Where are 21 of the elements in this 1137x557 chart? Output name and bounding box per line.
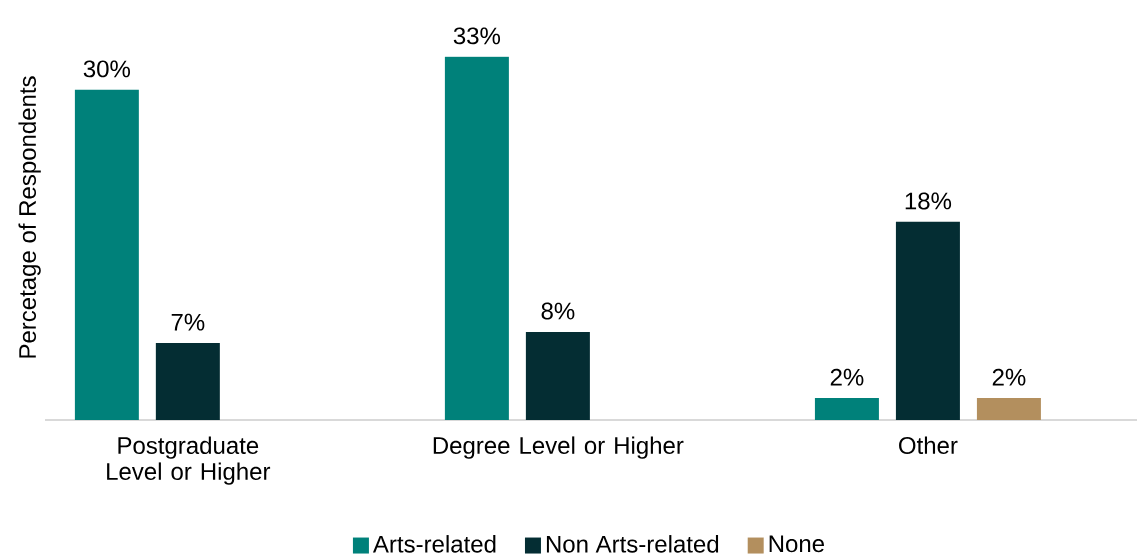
data-label: 30% <box>83 60 130 78</box>
legend-label: Arts-related <box>372 535 496 553</box>
legend-label: Non Arts-related <box>546 535 719 553</box>
y-axis-title: Percetage of Respondents <box>18 76 41 358</box>
data-label: 7% <box>171 313 205 331</box>
data-label: 33% <box>453 27 501 45</box>
bar <box>444 56 509 420</box>
bar <box>895 221 960 420</box>
legend-label: None <box>769 535 824 553</box>
bar <box>976 397 1041 420</box>
data-label: 2% <box>992 368 1026 386</box>
bar <box>74 89 139 420</box>
data-label: 2% <box>830 368 864 386</box>
x-tick-label: Postgraduate Level or Higher <box>107 436 271 485</box>
data-label: 8% <box>541 302 575 320</box>
bar <box>525 331 590 420</box>
x-tick-label: Degree Level or Higher <box>433 436 684 459</box>
bar <box>814 397 879 420</box>
bar <box>155 342 220 420</box>
x-tick-label: Other <box>899 436 958 454</box>
data-label: 18% <box>905 192 952 210</box>
